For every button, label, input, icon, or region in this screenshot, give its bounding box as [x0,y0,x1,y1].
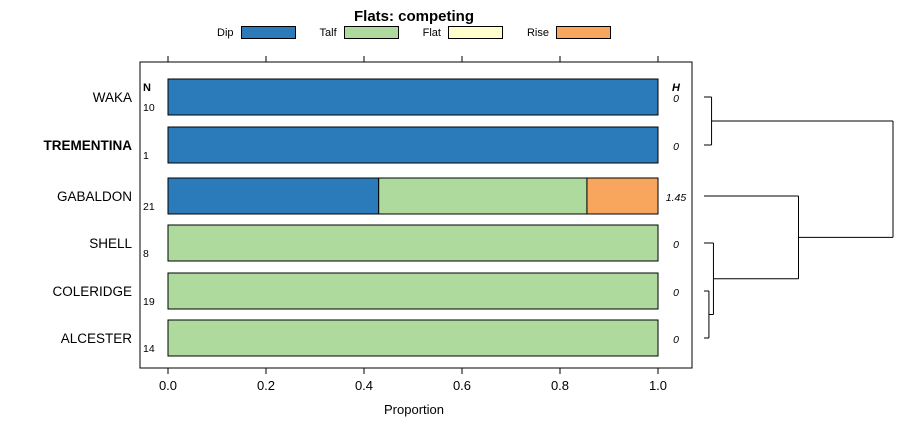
legend-label: Rise [526,26,549,39]
legend-swatch [556,26,611,39]
bar-segment [167,319,659,357]
row-label: TREMENTINA [44,138,133,153]
bar-segment [167,78,659,116]
bar-segment [167,272,659,310]
h-value: 0 [673,334,679,346]
legend-swatch [343,26,399,39]
legend-item: Rise [527,26,611,39]
n-value: 21 [143,201,155,213]
legend-item: Flat [423,26,503,39]
legend-item: Dip [217,26,296,39]
h-value: 0 [673,93,679,105]
x-tick-label: 0.6 [453,378,471,393]
x-tick-label: 0.2 [257,378,275,393]
n-column-header: N [143,82,151,94]
row-label: WAKA [93,90,132,105]
row-label: ALCESTER [61,331,133,346]
x-tick-label: 0.8 [551,378,569,393]
x-tick-label: 0.0 [159,378,177,393]
legend-label: Flat [422,26,441,39]
row-label: COLERIDGE [52,284,132,299]
chart-title: Flats: competing [353,8,474,25]
x-tick-label: 0.4 [355,378,373,393]
legend-swatch [447,26,503,39]
legend-label: Dip [217,26,234,39]
h-value: 1.45 [666,192,687,204]
bar-segment [167,126,659,164]
legend: Dip Talf Flat Rise [0,26,828,39]
bar-segment [378,177,588,215]
n-value: 1 [143,150,149,162]
bar-segment [586,177,659,215]
h-column-header: H [672,82,681,94]
x-axis-title: Proportion [384,402,444,417]
plot-box [139,61,693,369]
legend-item: Talf [320,26,399,39]
legend-swatch [240,26,296,39]
n-value: 19 [143,296,155,308]
legend-label: Talf [319,26,337,39]
bar-segment [167,224,659,262]
x-tick-label: 1.0 [649,378,667,393]
n-value: 14 [143,343,155,355]
row-label: GABALDON [57,189,132,204]
h-value: 0 [673,141,679,153]
h-value: 0 [673,239,679,251]
n-value: 8 [143,248,149,260]
row-label: SHELL [89,236,132,251]
bar-segment [167,177,380,215]
h-value: 0 [673,287,679,299]
n-value: 10 [143,102,155,114]
